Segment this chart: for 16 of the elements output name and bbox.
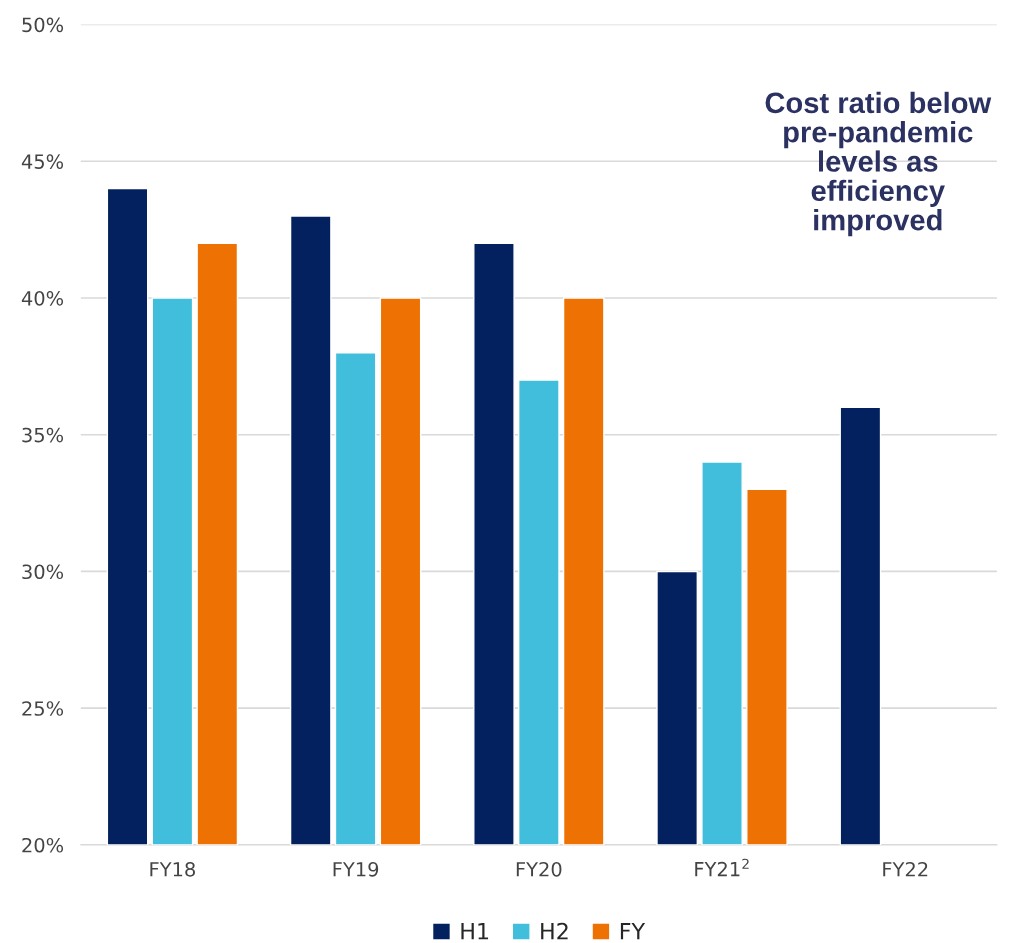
legend-label: FY (620, 923, 646, 940)
legend-label: H2 (541, 922, 568, 940)
annotation: Cost ratio below pre-pandemic levels as efficiency improved (765, 91, 992, 237)
x-tick-label: FY18 (150, 861, 195, 877)
x-tick-label: FY20 (516, 861, 562, 877)
legend-label: H1 (461, 923, 489, 940)
x-tick-label: FY19 (333, 861, 379, 877)
x-tick-label: FY22 (883, 861, 928, 877)
y-tick-label: 45% (21, 154, 64, 169)
y-tick-label: 50% (22, 17, 64, 33)
y-tick-label: 30% (22, 564, 64, 580)
y-tick-label: 20% (22, 837, 64, 853)
y-tick-label: 35% (22, 427, 64, 443)
y-tick-label: 40% (21, 290, 64, 306)
x-tick-label: FY21$^{2}$ (695, 858, 749, 877)
y-tick-label: 25% (22, 701, 64, 716)
